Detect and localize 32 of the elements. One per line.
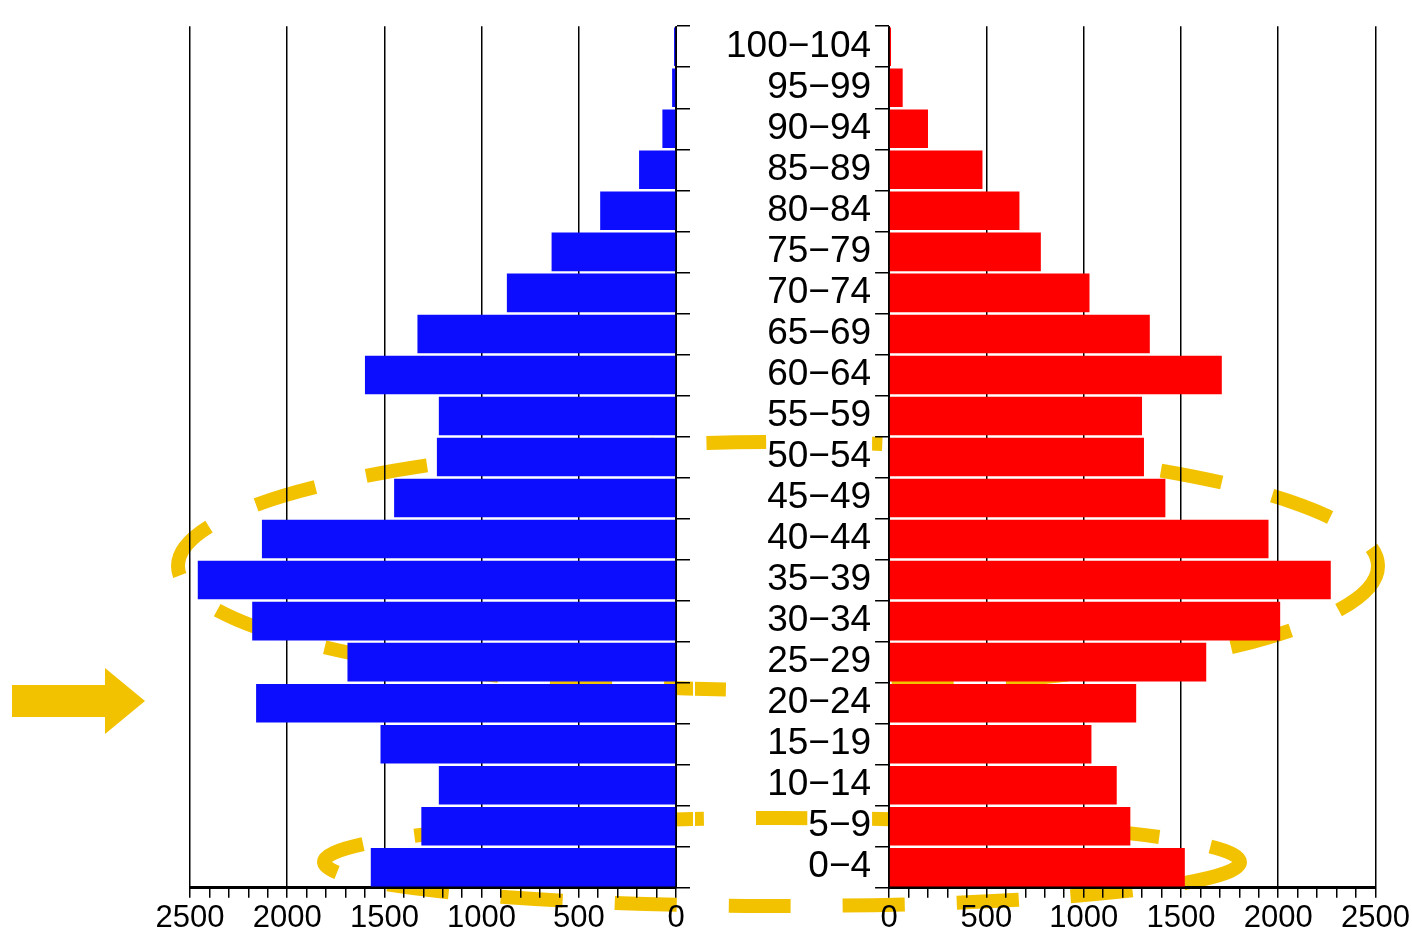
- y-tick-label: 70−74: [767, 270, 872, 312]
- y-tick-label: 10−14: [767, 762, 872, 804]
- x-tick-label: 1500: [1146, 898, 1216, 934]
- x-tick-label: 1000: [1049, 898, 1119, 934]
- y-tick-label: 5−9: [808, 803, 872, 845]
- y-tick-label: 85−89: [767, 147, 872, 188]
- x-tick-label: 1000: [447, 898, 517, 934]
- x-tick-label: 2500: [1341, 898, 1410, 934]
- y-tick-label: 50−54: [767, 434, 872, 476]
- y-tick-label: 20−24: [767, 680, 872, 722]
- y-tick-label: 95−99: [767, 64, 872, 106]
- x-tick-label: 2000: [1243, 898, 1313, 934]
- x-tick-label: 500: [960, 898, 1013, 934]
- y-tick-label: 25−29: [767, 639, 872, 681]
- y-tick-label: 15−19: [767, 721, 872, 763]
- y-tick-label: 55−59: [767, 393, 872, 435]
- y-tick-label: 75−79: [767, 229, 872, 271]
- y-tick-label: 0−4: [808, 844, 872, 886]
- y-tick-label: 35−39: [767, 557, 872, 599]
- y-tick-label: 80−84: [767, 188, 872, 230]
- y-tick-label: 90−94: [767, 105, 872, 147]
- y-tick-label: 45−49: [767, 475, 872, 517]
- y-tick-label: 30−34: [767, 598, 872, 640]
- x-tick-label: 2500: [155, 898, 225, 934]
- x-tick-label: 1500: [349, 898, 419, 934]
- y-tick-label: 40−44: [767, 516, 872, 558]
- x-tick-label: 500: [552, 898, 605, 934]
- y-tick-label: 60−64: [767, 352, 872, 394]
- y-tick-label: 100−104: [726, 23, 872, 65]
- x-tick-label: 2000: [252, 898, 322, 934]
- y-tick-label: 65−69: [767, 311, 872, 353]
- x-tick-label: 0: [667, 898, 685, 934]
